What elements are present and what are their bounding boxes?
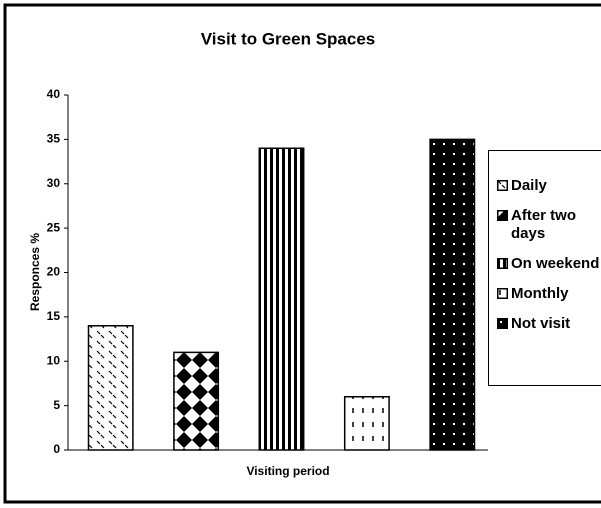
legend-swatch-box	[497, 210, 508, 221]
legend-entry: On weekend	[497, 255, 601, 273]
x-axis-label: Visiting period	[246, 464, 329, 478]
legend-label: Daily	[511, 177, 547, 194]
legend-swatch	[497, 288, 508, 299]
legend-entry: After two days	[497, 207, 601, 243]
legend-entry: Daily	[497, 177, 601, 195]
y-tick-label: 20	[47, 265, 61, 279]
y-tick-label: 0	[53, 442, 60, 456]
y-tick-label: 25	[47, 220, 61, 234]
legend-swatch	[497, 180, 508, 191]
y-tick-label: 10	[47, 353, 61, 367]
bar	[258, 147, 305, 451]
legend-swatch	[497, 318, 508, 329]
legend: Daily After two days On weekend Monthly Not …	[488, 150, 601, 386]
legend-swatch-box	[497, 288, 508, 299]
bar	[87, 325, 134, 451]
legend-swatch-box	[497, 318, 508, 329]
y-tick-label: 5	[53, 398, 60, 412]
y-tick-label: 15	[47, 309, 61, 323]
legend-swatch	[497, 258, 508, 269]
bar	[429, 138, 476, 451]
frame	[3, 3, 601, 504]
legend-entry: Monthly	[497, 285, 601, 303]
bar	[343, 396, 390, 451]
legend-label: After two days	[511, 207, 576, 242]
y-axis-label: Responces %	[28, 233, 42, 311]
legend-label: Monthly	[511, 285, 569, 302]
legend-label: Not visit	[511, 315, 571, 332]
chart-title: Visit to Green Spaces	[201, 29, 375, 48]
legend-swatch-box	[497, 258, 508, 269]
legend-swatch	[497, 210, 508, 221]
y-tick-label: 40	[47, 87, 61, 101]
legend-entry: Not visit	[497, 315, 601, 333]
y-tick-label: 30	[47, 176, 61, 190]
y-tick-label: 35	[47, 132, 61, 146]
bar	[173, 351, 220, 451]
legend-swatch-box	[497, 180, 508, 191]
legend-label: On weekend	[511, 255, 600, 272]
